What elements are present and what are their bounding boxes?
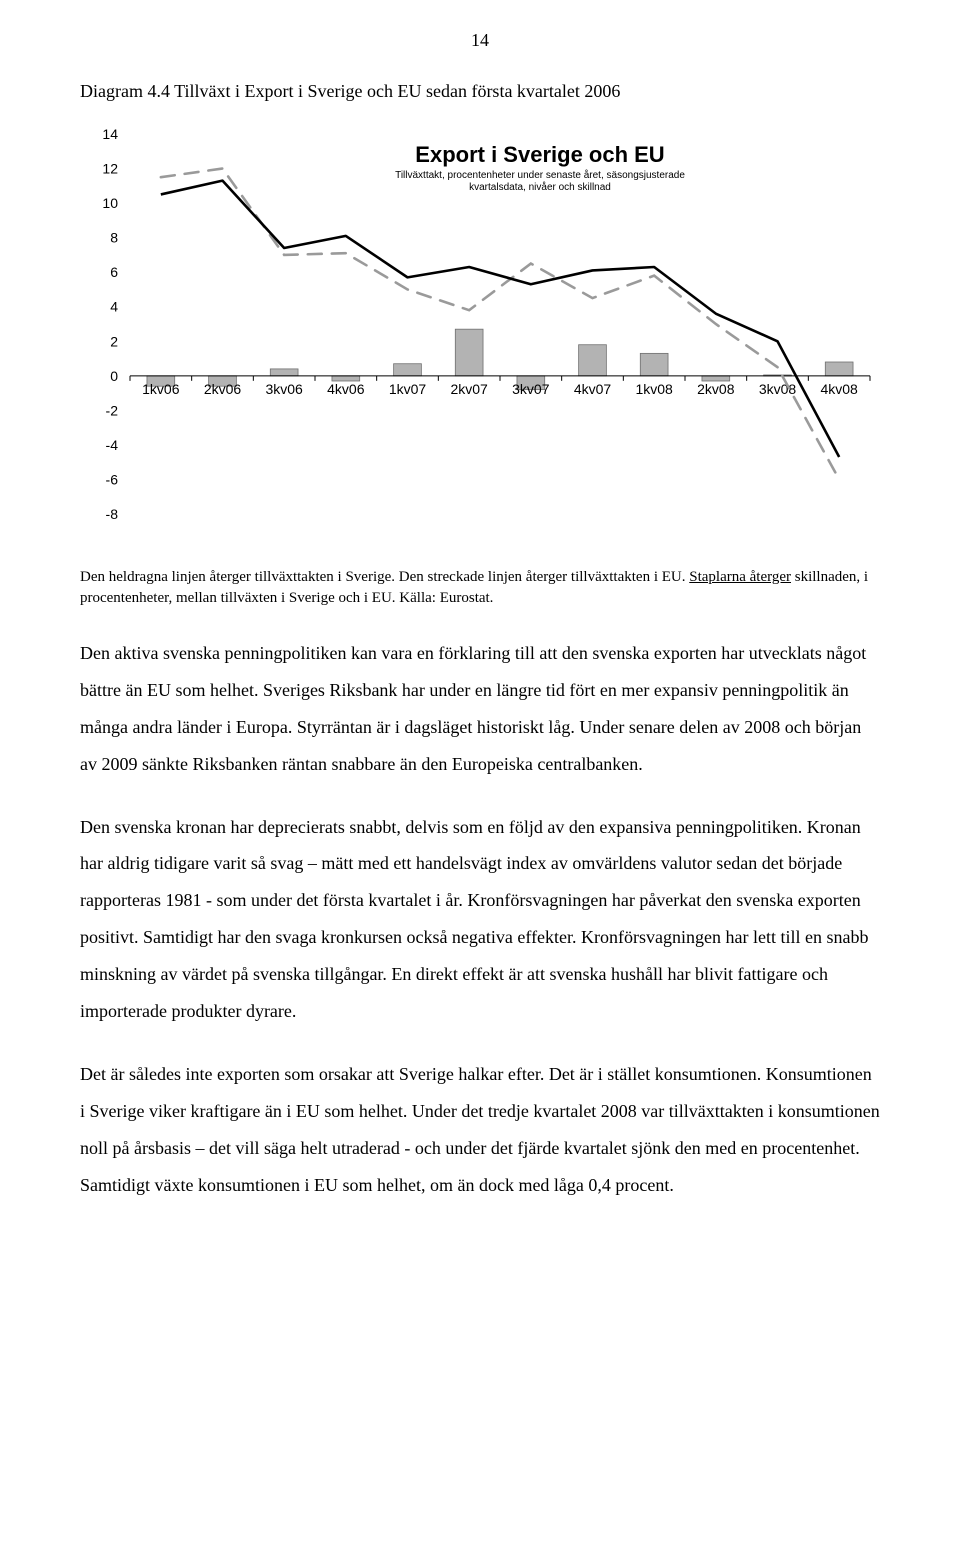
svg-text:1kv06: 1kv06	[142, 381, 180, 397]
svg-text:2kv07: 2kv07	[450, 381, 488, 397]
body-text: Den aktiva svenska penningpolitiken kan …	[80, 635, 880, 1203]
page-number: 14	[80, 30, 880, 51]
svg-text:Tillväxttakt, procentenheter u: Tillväxttakt, procentenheter under senas…	[395, 169, 685, 181]
svg-text:-8: -8	[106, 506, 119, 522]
svg-text:-4: -4	[106, 437, 119, 453]
svg-text:4kv06: 4kv06	[327, 381, 365, 397]
svg-text:4kv07: 4kv07	[574, 381, 612, 397]
paragraph-1: Den aktiva svenska penningpolitiken kan …	[80, 635, 880, 783]
svg-text:-6: -6	[106, 471, 119, 487]
svg-text:6: 6	[110, 264, 118, 280]
svg-text:1kv07: 1kv07	[389, 381, 427, 397]
svg-text:kvartalsdata, nivåer och skill: kvartalsdata, nivåer och skillnad	[469, 181, 611, 193]
svg-text:-2: -2	[106, 402, 119, 418]
svg-text:4: 4	[110, 299, 118, 315]
paragraph-2: Den svenska kronan har deprecierats snab…	[80, 809, 880, 1030]
paragraph-3: Det är således inte exporten som orsakar…	[80, 1056, 880, 1204]
svg-text:3kv08: 3kv08	[759, 381, 797, 397]
svg-text:1kv08: 1kv08	[635, 381, 673, 397]
svg-text:2: 2	[110, 333, 118, 349]
svg-text:2kv08: 2kv08	[697, 381, 735, 397]
svg-text:3kv06: 3kv06	[265, 381, 303, 397]
svg-text:10: 10	[102, 195, 118, 211]
diagram-title: Diagram 4.4 Tillväxt i Export i Sverige …	[80, 81, 880, 102]
svg-text:12: 12	[102, 161, 118, 177]
svg-text:0: 0	[110, 368, 118, 384]
chart-svg: Export i Sverige och EU Tillväxttakt, pro…	[80, 114, 880, 544]
export-chart: Export i Sverige och EU Tillväxttakt, pro…	[80, 114, 880, 549]
caption-underline: Staplarna återger	[689, 569, 791, 585]
svg-text:4kv08: 4kv08	[820, 381, 858, 397]
caption-part-1: Den heldragna linjen återger tillväxttak…	[80, 569, 689, 585]
svg-text:Export i Sverige och EU: Export i Sverige och EU	[415, 142, 664, 167]
svg-text:3kv07: 3kv07	[512, 381, 550, 397]
chart-caption: Den heldragna linjen återger tillväxttak…	[80, 567, 880, 609]
svg-text:2kv06: 2kv06	[204, 381, 242, 397]
page: 14 Diagram 4.4 Tillväxt i Export i Sveri…	[0, 0, 960, 1289]
svg-text:8: 8	[110, 230, 118, 246]
svg-text:14: 14	[102, 126, 118, 142]
